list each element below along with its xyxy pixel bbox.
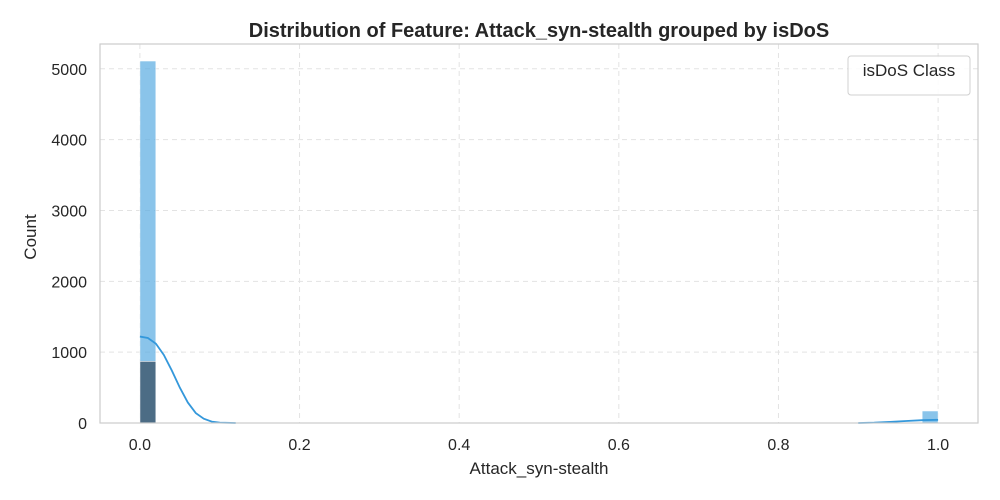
- grid: [100, 44, 978, 424]
- legend: isDoS Class: [847, 55, 971, 96]
- y-tick-label: 4000: [51, 133, 87, 150]
- x-tick-label: 0.8: [767, 437, 789, 454]
- histogram-bar: [139, 361, 157, 424]
- x-axis-ticks: 0.0 0.2 0.4 0.6 0.8 1.0: [129, 437, 950, 454]
- plot-frame: [99, 43, 979, 424]
- kde-curve: [139, 335, 236, 424]
- y-axis-ticks: 0 1000 2000 3000 4000 5000: [51, 62, 87, 433]
- x-tick-label: 0.2: [288, 437, 310, 454]
- legend-title: isDoS Class: [863, 61, 956, 80]
- y-axis-label: Count: [21, 214, 40, 260]
- x-tick-label: 0.0: [129, 437, 151, 454]
- kde-curves: [139, 335, 939, 424]
- x-axis-label: Attack_syn-stealth: [470, 459, 609, 478]
- x-tick-label: 0.4: [448, 437, 470, 454]
- legend-box: [847, 55, 971, 96]
- chart-title: Distribution of Feature: Attack_syn-stea…: [249, 20, 829, 42]
- x-tick-label: 0.6: [608, 437, 630, 454]
- y-tick-label: 1000: [51, 345, 87, 362]
- histogram-bar: [921, 410, 939, 424]
- y-tick-label: 2000: [51, 274, 87, 291]
- y-tick-label: 5000: [51, 62, 87, 79]
- histogram-bars: [139, 60, 939, 424]
- y-tick-label: 3000: [51, 203, 87, 220]
- x-tick-label: 1.0: [927, 437, 949, 454]
- y-tick-label: 0: [78, 416, 87, 433]
